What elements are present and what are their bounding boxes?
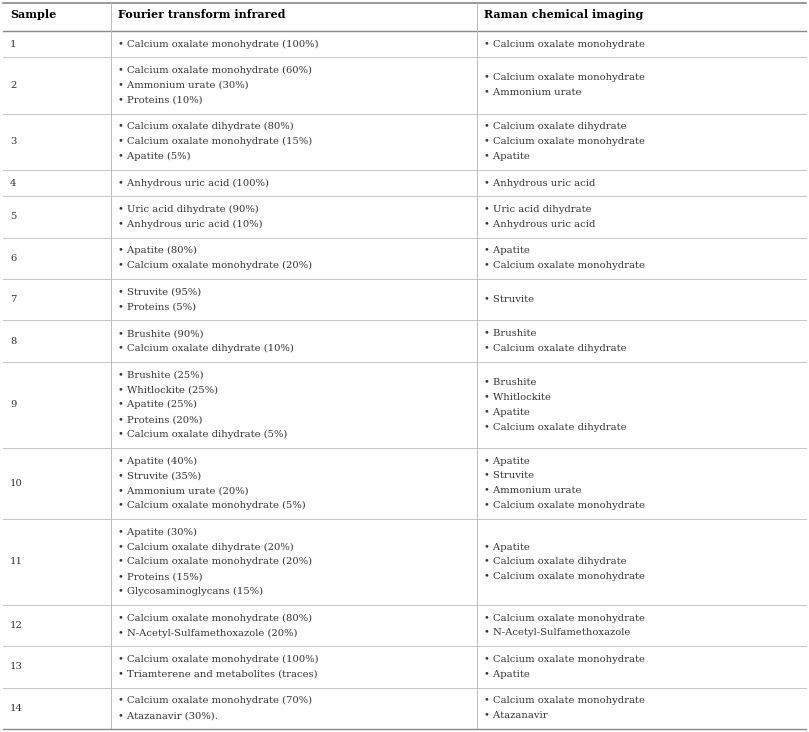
Text: • Calcium oxalate dihydrate: • Calcium oxalate dihydrate [484, 422, 626, 432]
Text: • Uric acid dihydrate: • Uric acid dihydrate [484, 205, 591, 214]
Text: • Calcium oxalate monohydrate (100%): • Calcium oxalate monohydrate (100%) [118, 655, 319, 664]
Text: • Apatite (5%): • Apatite (5%) [118, 152, 191, 161]
Text: 4: 4 [10, 179, 16, 187]
Text: • Apatite: • Apatite [484, 542, 530, 551]
Text: • Apatite: • Apatite [484, 152, 530, 161]
Text: • Calcium oxalate dihydrate: • Calcium oxalate dihydrate [484, 122, 626, 131]
Text: • Calcium oxalate monohydrate: • Calcium oxalate monohydrate [484, 261, 645, 270]
Text: • Calcium oxalate monohydrate: • Calcium oxalate monohydrate [484, 572, 645, 581]
Text: • Proteins (5%): • Proteins (5%) [118, 302, 197, 312]
Text: • Apatite: • Apatite [484, 247, 530, 255]
Text: • Uric acid dihydrate (90%): • Uric acid dihydrate (90%) [118, 205, 259, 214]
Text: • Calcium oxalate monohydrate: • Calcium oxalate monohydrate [484, 137, 645, 146]
Text: • Brushite (90%): • Brushite (90%) [118, 329, 204, 338]
Text: • Apatite (25%): • Apatite (25%) [118, 400, 197, 409]
Text: • Brushite (25%): • Brushite (25%) [118, 370, 204, 380]
Text: 6: 6 [10, 254, 16, 263]
Text: • Anhydrous uric acid: • Anhydrous uric acid [484, 179, 595, 187]
Text: • Calcium oxalate monohydrate: • Calcium oxalate monohydrate [484, 655, 645, 664]
Text: • Struvite (95%): • Struvite (95%) [118, 288, 201, 296]
Text: • Calcium oxalate monohydrate (20%): • Calcium oxalate monohydrate (20%) [118, 557, 312, 567]
Text: • Apatite (80%): • Apatite (80%) [118, 247, 197, 255]
Text: 13: 13 [10, 662, 23, 671]
Text: • Proteins (15%): • Proteins (15%) [118, 572, 203, 581]
Text: • Brushite: • Brushite [484, 329, 536, 338]
Text: 8: 8 [10, 337, 16, 346]
Text: • Calcium oxalate dihydrate: • Calcium oxalate dihydrate [484, 557, 626, 567]
Text: • Struvite: • Struvite [484, 295, 534, 305]
Text: • Calcium oxalate monohydrate: • Calcium oxalate monohydrate [484, 613, 645, 623]
Text: 11: 11 [10, 557, 23, 567]
Text: • Apatite (30%): • Apatite (30%) [118, 528, 197, 537]
Text: • Apatite: • Apatite [484, 408, 530, 417]
Text: • Struvite: • Struvite [484, 471, 534, 480]
Text: • Triamterene and metabolites (traces): • Triamterene and metabolites (traces) [118, 670, 318, 679]
Text: • Calcium oxalate monohydrate: • Calcium oxalate monohydrate [484, 40, 645, 48]
Text: 5: 5 [10, 212, 16, 222]
Text: 10: 10 [10, 479, 23, 488]
Text: • Calcium oxalate monohydrate: • Calcium oxalate monohydrate [484, 73, 645, 83]
Text: • Calcium oxalate monohydrate (100%): • Calcium oxalate monohydrate (100%) [118, 40, 319, 48]
Text: • Calcium oxalate monohydrate: • Calcium oxalate monohydrate [484, 696, 645, 706]
Text: • Calcium oxalate monohydrate (60%): • Calcium oxalate monohydrate (60%) [118, 66, 312, 75]
Text: 14: 14 [10, 703, 23, 713]
Text: • Proteins (20%): • Proteins (20%) [118, 415, 203, 424]
Text: 12: 12 [10, 621, 23, 630]
Text: 7: 7 [10, 295, 16, 305]
Text: • Atazanavir (30%).: • Atazanavir (30%). [118, 712, 218, 720]
Text: 1: 1 [10, 40, 16, 48]
Text: 2: 2 [10, 81, 16, 90]
Text: • Brushite: • Brushite [484, 378, 536, 387]
Text: • Calcium oxalate dihydrate: • Calcium oxalate dihydrate [484, 344, 626, 353]
Text: • N-Acetyl-Sulfamethoxazole: • N-Acetyl-Sulfamethoxazole [484, 629, 630, 638]
Text: • Calcium oxalate monohydrate (70%): • Calcium oxalate monohydrate (70%) [118, 696, 312, 706]
Text: • Anhydrous uric acid (10%): • Anhydrous uric acid (10%) [118, 220, 263, 229]
Text: Sample: Sample [10, 10, 56, 20]
Text: 9: 9 [10, 400, 16, 409]
Text: • Calcium oxalate dihydrate (10%): • Calcium oxalate dihydrate (10%) [118, 344, 294, 353]
Text: • Proteins (10%): • Proteins (10%) [118, 96, 203, 105]
Text: • Apatite: • Apatite [484, 457, 530, 466]
Text: • Glycosaminoglycans (15%): • Glycosaminoglycans (15%) [118, 587, 264, 596]
Text: • Ammonium urate: • Ammonium urate [484, 486, 581, 496]
Text: • Calcium oxalate monohydrate: • Calcium oxalate monohydrate [484, 501, 645, 510]
Text: • Calcium oxalate monohydrate (15%): • Calcium oxalate monohydrate (15%) [118, 137, 312, 146]
Text: Fourier transform infrared: Fourier transform infrared [118, 10, 286, 20]
Text: Raman chemical imaging: Raman chemical imaging [484, 10, 643, 20]
Text: • Whitlockite: • Whitlockite [484, 393, 551, 402]
Text: • Ammonium urate: • Ammonium urate [484, 89, 581, 97]
Text: • Calcium oxalate dihydrate (80%): • Calcium oxalate dihydrate (80%) [118, 122, 294, 131]
Text: • N-Acetyl-Sulfamethoxazole (20%): • N-Acetyl-Sulfamethoxazole (20%) [118, 629, 298, 638]
Text: • Atazanavir: • Atazanavir [484, 712, 548, 720]
Text: • Calcium oxalate dihydrate (20%): • Calcium oxalate dihydrate (20%) [118, 542, 294, 552]
Text: • Calcium oxalate monohydrate (5%): • Calcium oxalate monohydrate (5%) [118, 501, 306, 510]
Text: • Struvite (35%): • Struvite (35%) [118, 471, 201, 480]
Text: • Ammonium urate (30%): • Ammonium urate (30%) [118, 81, 249, 90]
Text: • Calcium oxalate dihydrate (5%): • Calcium oxalate dihydrate (5%) [118, 430, 288, 439]
Text: • Calcium oxalate monohydrate (20%): • Calcium oxalate monohydrate (20%) [118, 261, 312, 270]
Text: • Calcium oxalate monohydrate (80%): • Calcium oxalate monohydrate (80%) [118, 613, 312, 623]
Text: • Apatite: • Apatite [484, 670, 530, 679]
Text: • Anhydrous uric acid: • Anhydrous uric acid [484, 220, 595, 229]
Text: • Ammonium urate (20%): • Ammonium urate (20%) [118, 486, 249, 496]
Text: • Apatite (40%): • Apatite (40%) [118, 457, 197, 466]
Text: • Anhydrous uric acid (100%): • Anhydrous uric acid (100%) [118, 179, 269, 187]
Text: 3: 3 [10, 137, 16, 146]
Text: • Whitlockite (25%): • Whitlockite (25%) [118, 386, 218, 395]
